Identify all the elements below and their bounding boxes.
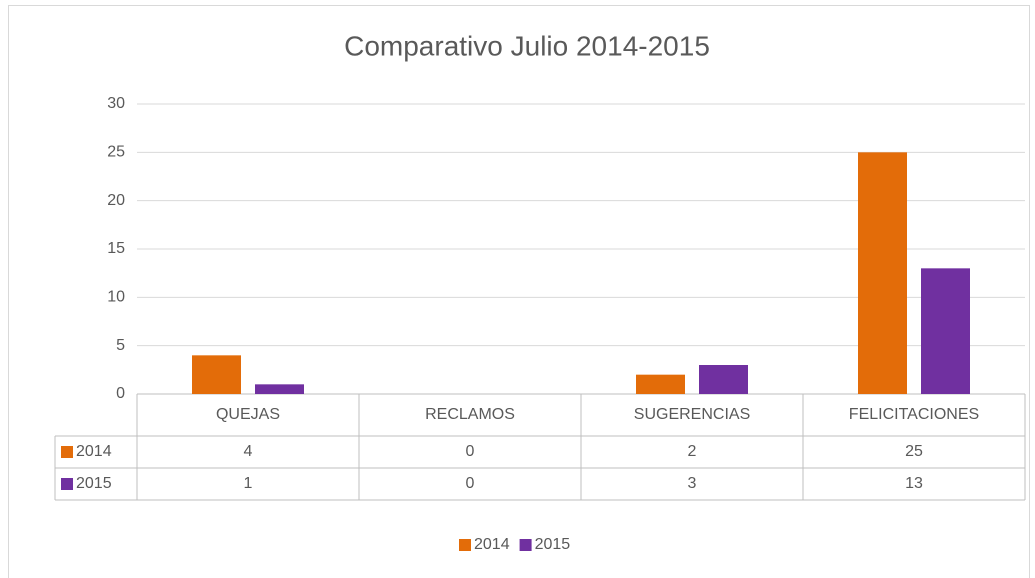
table-cell: 13 [905, 475, 923, 492]
table-cell: 2 [688, 443, 697, 460]
y-tick-label: 10 [107, 289, 125, 306]
y-tick-label: 15 [107, 240, 125, 257]
table-cell: 1 [244, 475, 253, 492]
legend-label: 2015 [535, 536, 571, 553]
table-cell: 0 [466, 443, 475, 460]
legend-key [519, 539, 532, 551]
bar [858, 152, 907, 394]
legend-label: 2014 [474, 536, 510, 553]
bar [636, 374, 685, 394]
legend-key [459, 539, 471, 551]
table-cell: 0 [466, 475, 475, 492]
x-tick-label: FELICITACIONES [849, 406, 979, 423]
table-row-label: 2014 [76, 443, 112, 460]
y-tick-label: 30 [107, 95, 125, 112]
y-tick-label: 5 [116, 337, 125, 354]
bar [192, 355, 241, 394]
bar [699, 365, 748, 394]
y-tick-label: 0 [116, 385, 125, 402]
table-row-label: 2015 [76, 475, 112, 492]
table-legend-key [61, 478, 73, 490]
bar [255, 384, 304, 394]
y-tick-label: 25 [107, 144, 125, 161]
x-tick-label: RECLAMOS [425, 406, 515, 423]
table-cell: 25 [905, 443, 923, 460]
x-tick-label: SUGERENCIAS [634, 406, 750, 423]
y-tick-label: 20 [107, 192, 125, 209]
table-cell: 3 [688, 475, 697, 492]
table-cell: 4 [244, 443, 253, 460]
table-legend-key [61, 446, 73, 458]
bar [921, 268, 970, 394]
chart-title: Comparativo Julio 2014-2015 [344, 30, 710, 61]
x-tick-label: QUEJAS [216, 406, 280, 423]
